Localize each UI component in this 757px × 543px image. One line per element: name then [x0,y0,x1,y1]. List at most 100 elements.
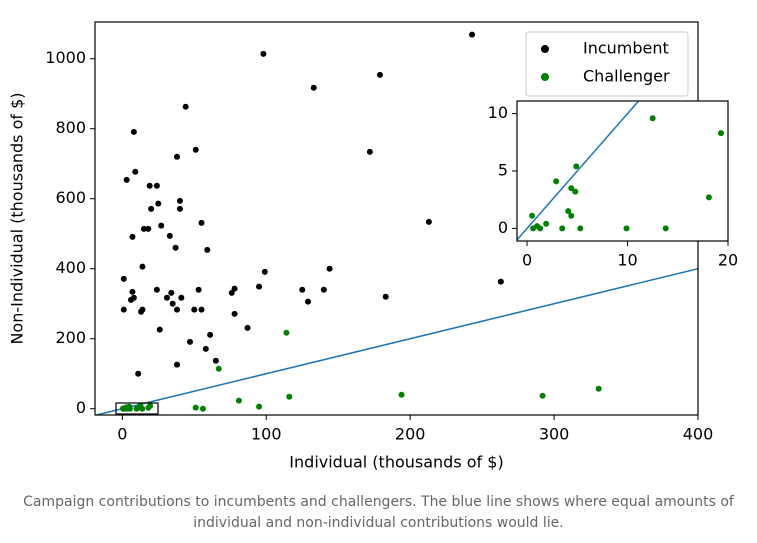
point [310,84,317,91]
x-tick-label: 10 [617,251,637,270]
point [174,306,181,313]
point [260,50,267,57]
point [469,31,476,38]
chart: 0 100 200 300 40002004006008001000Individual… [8,21,738,472]
equal-line [96,267,698,415]
point [129,288,136,295]
point [139,405,146,412]
y-tick-label: 400 [55,258,86,277]
point [717,130,724,137]
point [176,197,183,204]
y-tick-label: 200 [55,328,86,347]
point [199,405,206,412]
point [320,286,327,293]
plot [96,31,698,415]
point [126,405,133,412]
point [231,285,238,292]
point [398,391,405,398]
y-tick-label: 800 [55,118,86,137]
point [530,225,537,232]
x-axis-label: Individual (thousands of $) [289,453,503,472]
point [366,148,373,155]
point [595,385,602,392]
y-tick-label: 10 [488,103,508,122]
point [577,225,584,232]
point [155,200,162,207]
point [123,176,130,183]
x-tick-label: 400 [683,425,714,444]
point [543,220,550,227]
point [568,212,575,219]
point [662,225,669,232]
point [135,370,142,377]
point [304,298,311,305]
point [186,338,193,345]
legend-label: Challenger [583,67,670,86]
point [166,232,173,239]
point [156,326,163,333]
point [145,404,152,411]
x-tick-label: 100 [251,425,282,444]
point [235,397,242,404]
point [244,324,251,331]
point [182,103,189,110]
point [148,205,155,212]
point [215,365,222,372]
point [553,178,560,185]
point [202,345,209,352]
point [299,286,306,293]
point [256,283,263,290]
point [191,306,198,313]
x-tick-label: 0 [522,251,532,270]
point [207,331,214,338]
x-tick-label: 300 [539,425,570,444]
point [153,286,160,293]
point [539,392,546,399]
caption: Campaign contributions to incumbents and… [23,494,734,531]
point [198,306,205,313]
plot [517,101,724,241]
point [382,293,389,300]
legend-label: Incumbent [583,39,669,58]
point [120,275,127,282]
point [231,310,238,317]
point [529,212,536,219]
point [283,329,290,336]
point [192,404,199,411]
point [559,225,566,232]
axes: 0 100 200 300 40002004006008001000Individual… [8,21,714,472]
zoom-box [115,402,159,415]
point [139,263,146,270]
point [705,194,712,201]
point [153,182,160,189]
y-tick-label: 600 [55,188,86,207]
point [565,208,572,215]
point [133,405,140,412]
y-tick-label: 0 [498,218,508,237]
point [138,308,145,315]
plot-area [517,101,728,241]
point [195,286,202,293]
point [649,115,656,122]
point [158,222,165,229]
point [261,268,268,275]
point [140,225,147,232]
point [127,296,134,303]
point [376,71,383,78]
legend-marker [541,45,549,53]
point [174,153,181,160]
point [326,265,333,272]
point [163,294,170,301]
point [198,219,205,226]
legend-marker [541,73,549,81]
equal-line [517,101,640,241]
point [573,163,580,170]
point [172,244,179,251]
axes: 0 10 20 0 5 10 [488,100,738,270]
point [176,205,183,212]
point [168,289,175,296]
point [130,128,137,135]
point [129,233,136,240]
y-tick-label: 5 [498,161,508,180]
